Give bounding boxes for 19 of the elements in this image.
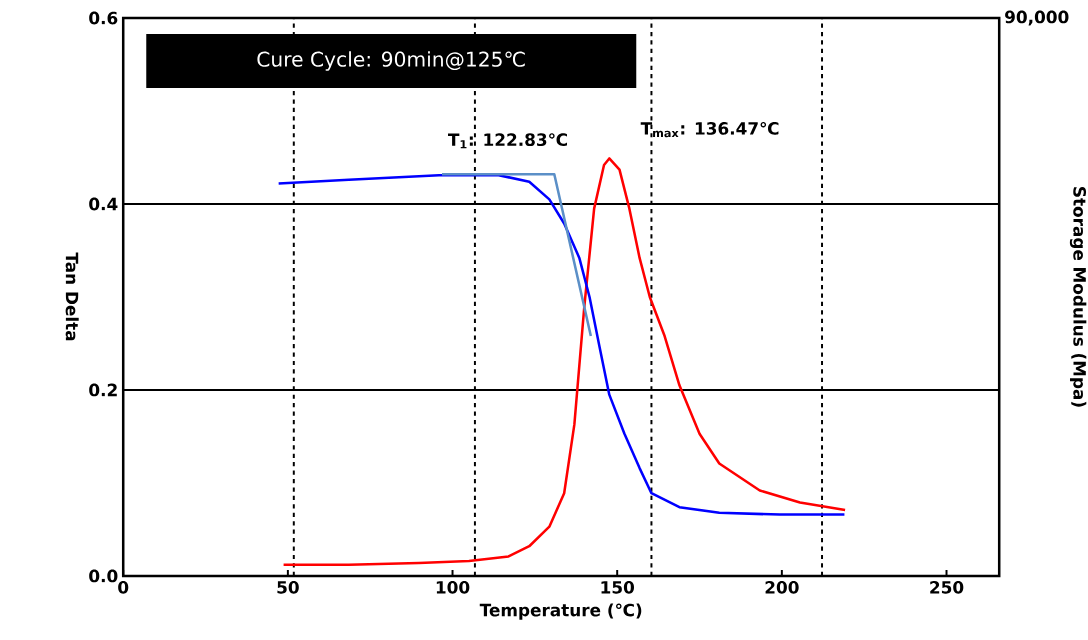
- x-axis-title: Temperature (℃): [479, 603, 642, 620]
- y-tick-label: 0.0: [89, 569, 118, 583]
- text: 90,000: [1005, 10, 1069, 26]
- x-tick-label: 0: [118, 580, 129, 594]
- text: Cure Cycle: 90min@125℃: [257, 51, 525, 71]
- annotation: T$_{1}$: 122.83℃: [448, 133, 567, 149]
- y2-axis-title: Storage Modulus (Mpa): [1069, 187, 1087, 407]
- line-series: [277, 173, 846, 516]
- y-axis-title: Tan Delta: [65, 252, 79, 341]
- line-series: [282, 157, 847, 567]
- y-tick-label: 0.6: [89, 11, 118, 25]
- y-tick-label: 0.2: [89, 383, 117, 397]
- x-tick-label: 250: [930, 580, 964, 594]
- x-tick-label: 50: [277, 580, 299, 594]
- y-tick-label: 0.4: [89, 197, 118, 211]
- annotation: T$_{max}$: 136.47℃: [640, 121, 779, 138]
- x-tick-label: 200: [765, 580, 799, 594]
- x-tick-label: 150: [601, 580, 635, 594]
- x-tick-label: 100: [436, 580, 470, 594]
